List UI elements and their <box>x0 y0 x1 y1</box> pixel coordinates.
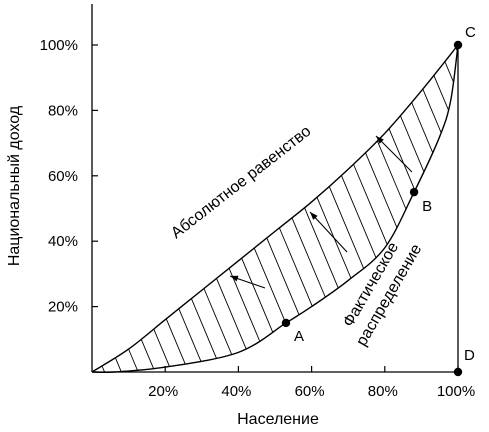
point-label-a: A <box>294 328 304 345</box>
hatch-line-26 <box>140 339 155 369</box>
hatch-line-5 <box>400 115 425 172</box>
point-label-c: C <box>465 24 476 41</box>
inequality-hatching <box>101 47 458 373</box>
hatch-line-20 <box>216 278 247 350</box>
y-tick-label-2: 60% <box>48 168 78 185</box>
hatch-line-13 <box>304 207 339 289</box>
hatch-line-28 <box>114 357 122 372</box>
x-ticks: 20% 40% 60% 80% 100% <box>148 366 475 400</box>
x-tick-label-0: 20% <box>148 383 178 400</box>
hatch-line-17 <box>253 247 287 324</box>
x-tick-label-2: 60% <box>295 383 325 400</box>
hatch-line-27 <box>128 348 138 371</box>
shift-arrow-1 <box>309 211 348 253</box>
points: A B C D <box>281 24 476 377</box>
hatch-line-18 <box>241 258 274 333</box>
hatch-line-6 <box>388 128 416 191</box>
hatch-line-8 <box>365 152 398 228</box>
point-label-d: D <box>464 347 475 364</box>
y-tick-label-1: 40% <box>48 233 78 250</box>
hatch-line-29 <box>101 365 106 373</box>
hatch-line-15 <box>278 227 313 307</box>
shift-arrow-2 <box>375 135 413 173</box>
x-tick-label-4: 100% <box>437 383 475 400</box>
hatch-line-3 <box>422 88 442 133</box>
shift-arrows <box>229 135 413 289</box>
y-axis-label: Национальный доход <box>6 105 23 266</box>
hatch-line-10 <box>341 175 377 258</box>
hatch-line-23 <box>178 308 202 362</box>
hatch-line-1 <box>444 61 454 83</box>
point-label-b: B <box>422 198 432 215</box>
point-d <box>453 367 463 377</box>
actual-distribution-label: Фактическоераспределение <box>335 231 425 349</box>
hatch-line-4 <box>411 102 434 153</box>
hatch-line-9 <box>353 164 388 245</box>
hatch-line-24 <box>165 318 186 365</box>
y-ticks: 20% 40% 60% 80% 100% <box>40 37 98 316</box>
actual-distribution-curve <box>91 44 459 374</box>
x-tick-label-1: 40% <box>221 383 251 400</box>
y-tick-label-4: 100% <box>40 37 78 54</box>
hatch-line-19 <box>228 268 261 342</box>
x-tick-label-3: 80% <box>368 383 398 400</box>
equality-line-label: Абсолютное равенство <box>168 123 314 242</box>
hatch-line-11 <box>328 186 365 269</box>
point-a <box>281 318 291 328</box>
y-tick-label-0: 20% <box>48 299 78 316</box>
point-b <box>409 187 419 197</box>
hatch-line-14 <box>291 217 326 298</box>
hatch-line-16 <box>266 237 300 315</box>
hatch-line-22 <box>190 298 217 359</box>
point-c <box>453 40 463 50</box>
equality-line <box>91 44 459 373</box>
shift-arrow-0 <box>229 275 266 289</box>
hatch-line-21 <box>203 288 233 355</box>
hatch-line-7 <box>376 140 407 210</box>
hatch-line-2 <box>433 75 449 111</box>
y-tick-label-3: 80% <box>48 102 78 119</box>
x-axis-label: Население <box>237 411 319 428</box>
hatch-line-25 <box>153 328 170 367</box>
